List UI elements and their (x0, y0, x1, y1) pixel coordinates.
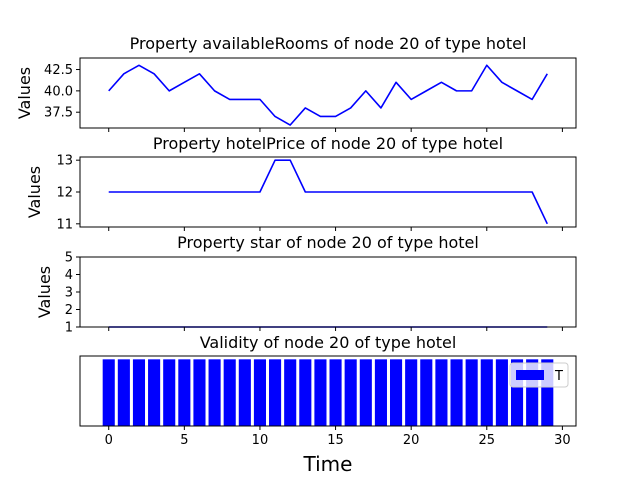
panel-2-series-line (108, 159, 548, 225)
validity-bar (284, 359, 297, 426)
y-tick-label: 2 (65, 303, 73, 318)
validity-bar (238, 359, 251, 426)
x-tick-label: 5 (180, 433, 188, 448)
panel-1-title: Property availableRooms of node 20 of ty… (130, 34, 527, 53)
y-tick-label: 12 (56, 186, 73, 201)
validity-bar (193, 359, 206, 426)
validity-bar (420, 359, 433, 426)
panel-hotel-price: Property hotelPrice of node 20 of type h… (25, 134, 577, 232)
y-tick-label: 3 (65, 286, 73, 301)
panel-available-rooms: Property availableRooms of node 20 of ty… (15, 34, 577, 132)
panel-3-axes-frame (79, 256, 577, 328)
validity-bar (253, 359, 266, 426)
validity-bar (314, 359, 327, 426)
x-axis-label: Time (303, 452, 353, 476)
validity-bar (480, 359, 493, 426)
panel-3-x-ticks (108, 327, 563, 331)
x-tick-label: 0 (105, 433, 113, 448)
y-tick-label: 1 (65, 321, 73, 336)
panel-star: Property star of node 20 of type hotel V… (35, 233, 577, 336)
panel-2-y-ticks: 11 12 13 (56, 154, 80, 232)
validity-bar (132, 359, 146, 426)
panel-3-y-ticks: 1 2 3 4 5 (65, 251, 80, 336)
panel-1-axes-frame (79, 57, 577, 129)
validity-bar (102, 359, 115, 426)
validity-bar (299, 359, 312, 426)
validity-bar (465, 359, 478, 426)
y-tick-label: 4 (65, 268, 73, 283)
y-tick-label: 5 (65, 251, 73, 266)
x-tick-label: 25 (479, 433, 496, 448)
panel-4-bars (102, 359, 554, 426)
panel-2-axes-frame (79, 156, 577, 228)
x-tick-label: 10 (252, 433, 269, 448)
x-tick-label: 30 (554, 433, 571, 448)
panel-1-series-line (108, 64, 548, 126)
x-tick-label: 15 (327, 433, 344, 448)
validity-bar (435, 359, 448, 426)
panel-validity: Validity of node 20 of type hotel 0 5 10 15… (79, 333, 577, 476)
validity-bar (495, 359, 508, 426)
panel-1-y-ticks: 37.5 40.0 42.5 (44, 63, 80, 121)
panel-4-title: Validity of node 20 of type hotel (200, 333, 457, 352)
y-tick-label: 42.5 (44, 63, 73, 78)
panel-2-ylabel: Values (25, 166, 44, 218)
series-line (108, 64, 548, 126)
validity-bar (344, 359, 357, 426)
validity-bar (163, 359, 176, 426)
validity-bar (374, 359, 387, 426)
validity-bar (223, 359, 236, 426)
validity-bar (269, 359, 282, 426)
panel-2-title: Property hotelPrice of node 20 of type h… (153, 134, 503, 153)
panel-1-ylabel: Values (15, 67, 34, 119)
y-tick-label: 37.5 (44, 106, 73, 121)
panel-3-title: Property star of node 20 of type hotel (177, 233, 479, 252)
validity-bar (208, 359, 221, 426)
panel-4-axes-frame (79, 355, 577, 427)
validity-bar (359, 359, 372, 426)
panel-1-x-ticks (108, 128, 563, 132)
validity-bar (390, 359, 403, 426)
x-tick-label: 20 (403, 433, 420, 448)
validity-bar (148, 359, 161, 426)
y-tick-label: 13 (56, 154, 73, 169)
legend-label: T (554, 369, 563, 384)
validity-bar (405, 359, 418, 426)
series-line (108, 159, 548, 225)
validity-bar (178, 359, 191, 426)
validity-bar (329, 359, 342, 426)
legend-swatch (516, 370, 544, 380)
validity-bar (450, 359, 463, 426)
panel-2-x-ticks (108, 227, 563, 231)
panel-4-x-ticks: 0 5 10 15 20 25 30 (105, 426, 571, 448)
y-tick-label: 11 (56, 217, 73, 232)
panel-3-ylabel: Values (35, 266, 54, 318)
y-tick-label: 40.0 (44, 84, 73, 99)
legend: T (509, 362, 569, 388)
validity-bar (117, 359, 130, 426)
